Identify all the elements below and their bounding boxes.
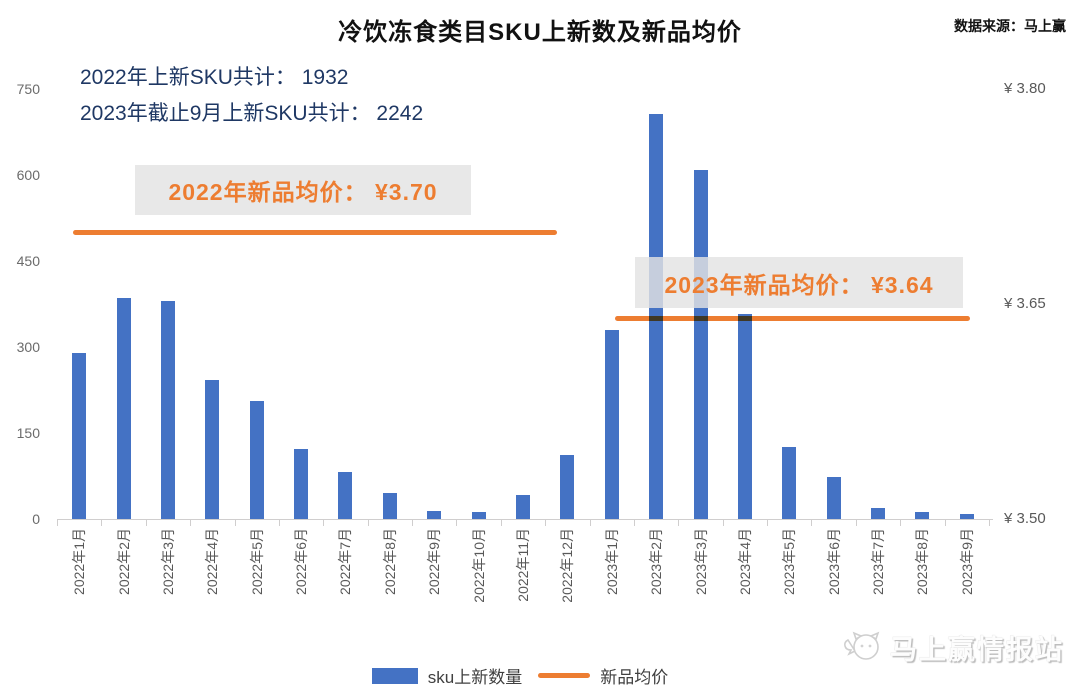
x-axis-tick xyxy=(500,520,502,526)
x-axis-tick xyxy=(678,520,680,526)
bar-2022年11月 xyxy=(516,494,530,519)
x-label-2022年12月: 2022年12月 xyxy=(559,528,576,603)
bar-2022年8月 xyxy=(382,492,397,519)
x-axis-tick xyxy=(412,520,414,526)
y-axis-tick-150: 150 xyxy=(16,425,40,441)
x-label-2022年3月: 2022年3月 xyxy=(159,528,176,595)
avg-price-line-2022 xyxy=(72,230,557,236)
x-axis-tick xyxy=(722,520,724,526)
x-label-2022年4月: 2022年4月 xyxy=(204,528,221,595)
x-axis-tick xyxy=(944,520,946,526)
bar-2022年9月 xyxy=(427,510,442,519)
bar-2022年10月 xyxy=(471,512,486,519)
bar-2023年9月 xyxy=(959,514,974,519)
avg-price-2023-annotation: 2023年新品均价： ¥3.64 xyxy=(635,257,963,308)
cat-face-logo-icon xyxy=(842,626,884,668)
x-label-2023年1月: 2023年1月 xyxy=(603,528,620,595)
y-axis-tick-300: 300 xyxy=(16,339,40,355)
bar-2023年3月 xyxy=(693,170,708,519)
x-axis-tick xyxy=(190,520,192,526)
y-axis-tick-600: 600 xyxy=(16,167,40,183)
legend-label-price: 新品均价 xyxy=(600,668,669,687)
x-label-2022年2月: 2022年2月 xyxy=(115,528,132,595)
x-axis-tick xyxy=(811,520,813,526)
y-axis-tick-450: 450 xyxy=(16,253,40,269)
x-axis-tick xyxy=(633,520,635,526)
x-axis-tick xyxy=(767,520,769,526)
x-label-2022年8月: 2022年8月 xyxy=(381,528,398,595)
y2-axis-tick-3.65: ¥ 3.65 xyxy=(1004,295,1046,312)
avg-price-line-2023 xyxy=(615,316,971,322)
sku-total-2022-text: 2022年上新SKU共计： 1932 xyxy=(80,66,349,89)
avg-price-2022-annotation: 2022年新品均价： ¥3.70 xyxy=(135,165,471,215)
chart-title: 冷饮冻食类目SKU上新数及新品均价 xyxy=(338,19,742,46)
x-axis-tick xyxy=(101,520,103,526)
x-axis-tick xyxy=(234,520,236,526)
bar-2022年7月 xyxy=(338,471,353,519)
bar-2023年4月 xyxy=(737,313,752,519)
sku-total-2023-text: 2023年截止9月上新SKU共计： 2242 xyxy=(80,102,424,125)
x-axis-line xyxy=(57,519,993,520)
x-axis-tick xyxy=(57,520,58,526)
bar-2023年7月 xyxy=(871,507,886,519)
legend-line-swatch-icon xyxy=(538,673,591,678)
y-axis-tick-0: 0 xyxy=(32,511,40,527)
x-axis-tick xyxy=(367,520,369,526)
y-axis-tick-750: 750 xyxy=(16,81,40,97)
bar-2023年5月 xyxy=(782,446,797,519)
bar-2022年5月 xyxy=(249,401,264,519)
watermark-text: 马上赢情报站 xyxy=(890,634,1064,665)
bar-2022年12月 xyxy=(560,454,575,519)
x-axis-tick xyxy=(855,520,857,526)
x-axis-tick xyxy=(545,520,547,526)
bar-2023年6月 xyxy=(826,477,841,519)
x-axis-tick xyxy=(145,520,147,526)
bar-2022年6月 xyxy=(294,449,309,519)
x-label-2022年10月: 2022年10月 xyxy=(470,528,487,603)
data-source-label: 数据来源：马上赢 xyxy=(954,18,1066,34)
watermark: 马上赢情报站 xyxy=(842,626,1064,668)
x-label-2022年9月: 2022年9月 xyxy=(426,528,443,595)
bar-2023年1月 xyxy=(604,329,619,519)
bar-2023年8月 xyxy=(915,511,930,519)
x-label-2022年1月: 2022年1月 xyxy=(71,528,88,595)
legend-bar-swatch-icon xyxy=(371,667,418,684)
y2-axis-tick-3.8: ¥ 3.80 xyxy=(1004,80,1046,97)
bar-2022年4月 xyxy=(205,380,220,519)
x-label-2022年7月: 2022年7月 xyxy=(337,528,354,595)
y2-axis-tick-3.5: ¥ 3.50 xyxy=(1004,510,1046,527)
legend: sku上新数量 新品均价 xyxy=(0,663,1040,688)
bar-2022年3月 xyxy=(160,301,175,519)
x-axis-tick xyxy=(989,520,990,526)
x-axis-tick xyxy=(323,520,325,526)
x-label-2023年4月: 2023年4月 xyxy=(736,528,753,595)
x-label-2023年2月: 2023年2月 xyxy=(648,528,665,595)
legend-label-sku: sku上新数量 xyxy=(427,668,523,687)
x-axis-tick xyxy=(456,520,458,526)
x-label-2022年6月: 2022年6月 xyxy=(293,528,310,595)
x-axis-tick xyxy=(589,520,591,526)
x-label-2022年5月: 2022年5月 xyxy=(248,528,265,595)
x-axis-tick xyxy=(278,520,280,526)
x-label-2022年11月: 2022年11月 xyxy=(515,528,531,602)
x-label-2023年3月: 2023年3月 xyxy=(692,528,709,595)
x-label-2023年6月: 2023年6月 xyxy=(825,528,842,595)
bar-2022年2月 xyxy=(116,298,131,519)
x-axis-tick xyxy=(900,520,902,526)
sku-totals-annotation: 2022年上新SKU共计： 1932 2023年截止9月上新SKU共计： 224… xyxy=(80,60,423,132)
x-label-2023年5月: 2023年5月 xyxy=(781,528,798,595)
bar-2022年1月 xyxy=(72,352,87,519)
